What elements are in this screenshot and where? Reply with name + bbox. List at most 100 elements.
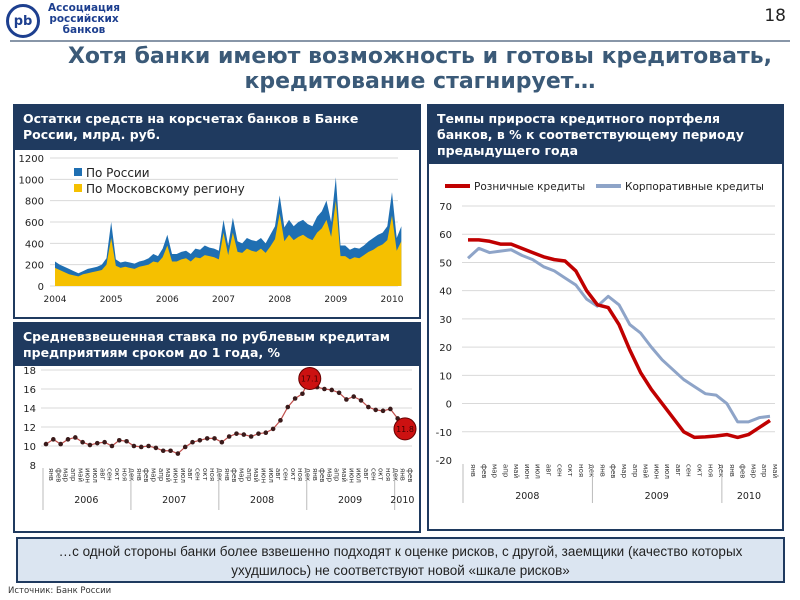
x-month-label: мар — [749, 464, 757, 479]
x-tick-label: 2010 — [381, 295, 404, 305]
y-tick-label: 16 — [23, 385, 36, 396]
data-point — [197, 438, 203, 443]
x-month-label: мар — [620, 464, 628, 479]
x-month-label: сен — [369, 468, 377, 481]
x-month-label: ноя — [384, 468, 392, 481]
y-tick-label: 8 — [30, 461, 36, 472]
y-tick-label: 20 — [439, 343, 452, 354]
x-month-label: июл — [663, 464, 671, 479]
panel-title: Остатки средств на корсчетах банков в Ба… — [15, 106, 419, 150]
x-month-label: окт — [113, 468, 121, 481]
x-month-label: июн — [523, 464, 531, 479]
x-month-label: авг — [186, 468, 194, 480]
data-point — [219, 439, 225, 445]
x-month-label: янв — [311, 468, 319, 481]
data-point — [65, 437, 71, 442]
logo-mark: pb — [13, 13, 33, 29]
data-point — [322, 386, 327, 392]
legend-swatch — [74, 184, 82, 192]
x-month-label: окт — [696, 464, 704, 477]
x-month-label: сен — [685, 464, 693, 477]
x-month-label: ноя — [208, 468, 216, 481]
x-year-label: 2009 — [338, 495, 362, 506]
x-month-label: окт — [566, 464, 574, 477]
x-year-label: 2007 — [162, 495, 186, 506]
data-point — [226, 434, 232, 439]
x-month-label: фев — [609, 464, 617, 478]
x-month-label: авг — [362, 468, 370, 480]
x-month-label: фев — [230, 468, 238, 482]
x-month-label: авг — [545, 464, 553, 476]
x-month-label: июл — [355, 468, 363, 483]
y-tick-label: 1200 — [19, 154, 44, 165]
data-point — [329, 387, 335, 393]
x-month-label: фев — [142, 468, 150, 482]
x-year-label: 2008 — [515, 491, 539, 502]
y-tick-label: 30 — [439, 315, 452, 326]
data-point — [182, 444, 188, 450]
y-tick-label: 10 — [439, 371, 452, 382]
data-point — [73, 435, 78, 440]
x-month-label: май — [771, 464, 779, 478]
y-tick-label: 0 — [446, 400, 452, 411]
data-point — [190, 439, 195, 445]
highlight-label: 17.1 — [301, 375, 319, 384]
highlight-label: 11.8 — [396, 425, 414, 434]
rate-line — [45, 377, 406, 455]
x-month-label: май — [642, 464, 650, 478]
x-tick-label: 2008 — [268, 295, 291, 305]
x-month-label: янв — [399, 468, 407, 481]
x-month-label: авг — [674, 464, 682, 476]
x-month-label: июн — [347, 468, 355, 483]
x-month-label: ноя — [120, 468, 128, 481]
y-tick-label: 40 — [439, 287, 452, 298]
y-tick-label: 14 — [23, 404, 36, 415]
highlight-marker — [393, 417, 417, 441]
x-month-label: дек — [216, 468, 224, 481]
series-line-0 — [468, 238, 771, 440]
data-point — [58, 441, 63, 447]
y-tick-label: 1000 — [19, 175, 44, 186]
data-point — [256, 431, 261, 436]
data-point — [102, 439, 107, 445]
logo-text: Ассоциация российских банков — [48, 2, 120, 36]
x-month-label: мар — [150, 468, 158, 483]
area-series-1 — [55, 200, 402, 286]
legend-label: По России — [86, 166, 150, 180]
x-month-label: апр — [760, 464, 768, 478]
page-number: 18 — [764, 6, 786, 26]
data-point — [51, 437, 56, 442]
x-tick-label: 2007 — [212, 295, 235, 305]
data-point — [388, 406, 393, 412]
slide-title: Хотя банки имеют возможность и готовы кр… — [67, 44, 773, 94]
x-month-label: июл — [534, 464, 542, 479]
data-point — [212, 436, 217, 441]
x-year-label: 2006 — [74, 495, 98, 506]
x-tick-label: 2004 — [44, 295, 67, 305]
x-month-label: сен — [555, 464, 563, 477]
x-month-label: апр — [69, 468, 77, 482]
x-tick-label: 2006 — [156, 295, 179, 305]
x-month-label: апр — [631, 464, 639, 478]
y-tick-label: 800 — [25, 197, 44, 208]
x-month-label: фев — [480, 464, 488, 478]
y-tick-label: -10 — [436, 428, 452, 439]
data-point — [263, 430, 269, 436]
y-tick-label: 400 — [25, 239, 44, 250]
data-point — [270, 426, 276, 432]
data-point — [278, 418, 283, 423]
x-month-label: май — [340, 468, 348, 482]
conclusion-note: …с одной стороны банки более взвешенно п… — [16, 537, 785, 583]
panel-title: Средневзвешенная ставка по рублевым кред… — [15, 324, 419, 366]
x-month-label: дек — [588, 464, 596, 477]
data-point — [300, 391, 305, 397]
x-month-label: июн — [84, 468, 92, 483]
data-point — [146, 443, 151, 449]
highlight-marker — [298, 367, 322, 391]
x-year-label: 2009 — [645, 491, 669, 502]
x-month-label: апр — [245, 468, 253, 482]
data-point — [292, 396, 298, 401]
x-month-label: янв — [223, 468, 231, 481]
data-point — [138, 444, 144, 450]
